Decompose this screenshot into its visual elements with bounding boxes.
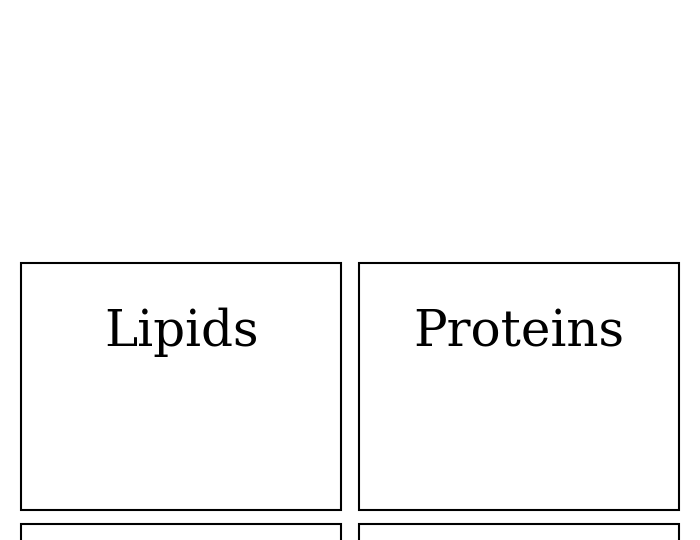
Bar: [21, 263, 341, 510]
Bar: [358, 263, 679, 510]
Bar: [21, 524, 341, 540]
Text: Proteins: Proteins: [413, 308, 624, 357]
Bar: [358, 524, 679, 540]
Text: Lipids: Lipids: [104, 308, 258, 357]
